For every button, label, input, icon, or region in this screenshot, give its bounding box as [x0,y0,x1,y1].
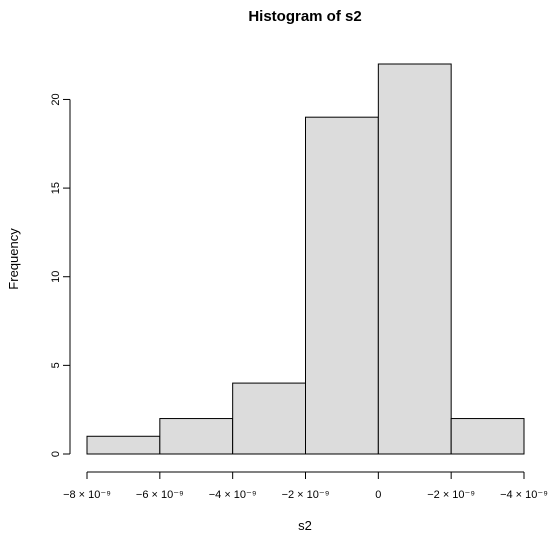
x-tick-label-1: −6 × 10⁻⁹ [136,489,184,501]
y-axis-label: Frequency [6,228,21,290]
x-tick-label-2: −4 × 10⁻⁹ [209,489,257,501]
y-tick-label-3: 15 [50,182,62,194]
histogram-bar-3 [305,116,379,455]
y-tick-label-0: 0 [50,451,62,457]
histogram-bar-2 [232,382,307,455]
x-tick-label-5: −2 × 10⁻⁹ [427,489,475,501]
histogram-bar-5 [450,418,525,455]
x-tick-label-0: −8 × 10⁻⁹ [63,489,111,501]
chart-title: Histogram of s2 [248,8,361,25]
bars-group [86,63,525,455]
y-tick-label-4: 20 [50,93,62,105]
histogram-bar-4 [377,63,452,455]
y-tick-label-1: 5 [50,362,62,368]
histogram-bar-0 [86,435,161,455]
x-axis-label: s2 [298,518,312,533]
y-tick-label-2: 10 [50,271,62,283]
x-tick-label-3: −2 × 10⁻⁹ [282,489,330,501]
x-tick-label-4: 0 [375,489,381,501]
histogram-bar-1 [159,418,234,455]
x-tick-label-6: −4 × 10⁻⁹ [500,489,548,501]
x-axis: −8 × 10⁻⁹ −6 × 10⁻⁹ −4 × 10⁻⁹ −2 × 10⁻⁹ 0 −2 … [63,471,548,501]
y-axis: 0 5 10 15 20 [50,93,71,457]
